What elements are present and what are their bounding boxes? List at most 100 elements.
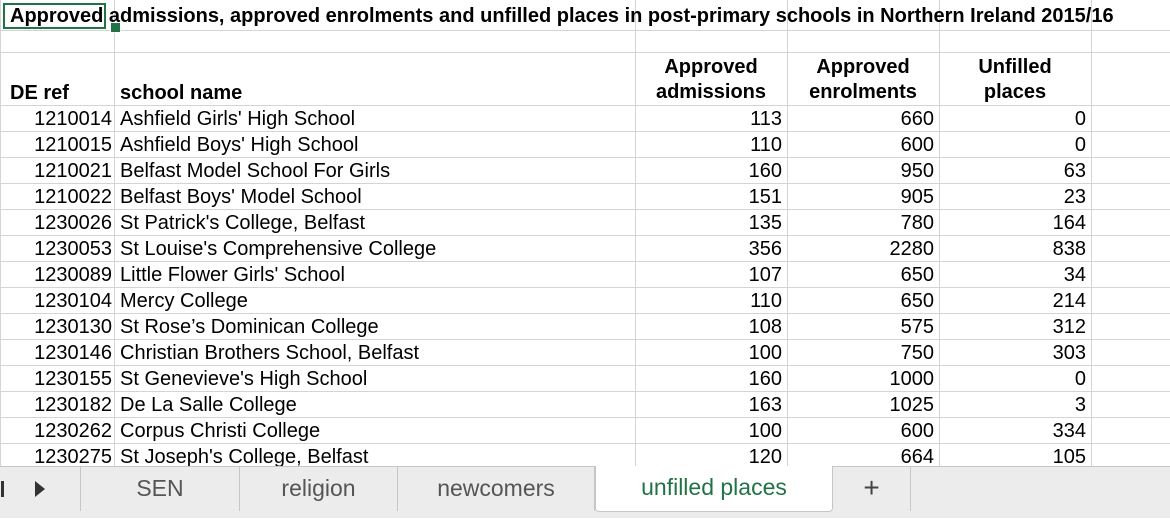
cell-unfilled-places[interactable]: 0	[1074, 368, 1086, 390]
cell-approved-enrolments[interactable]: 2280	[889, 238, 935, 260]
cell-unfilled-places[interactable]: 838	[1052, 238, 1086, 260]
cell-approved-admissions[interactable]: 110	[750, 134, 782, 156]
cell-de-ref[interactable]: 1230146	[34, 342, 112, 364]
header-admissions-line1: Approved	[664, 56, 758, 78]
scroll-left-icon[interactable]	[0, 467, 12, 511]
cell-school-name[interactable]: Christian Brothers School, Belfast	[120, 342, 420, 364]
cell-unfilled-places[interactable]: 214	[1052, 290, 1086, 312]
cell-unfilled-places[interactable]: 63	[1063, 160, 1086, 182]
grid-line	[114, 0, 115, 466]
grid-line	[0, 183, 1170, 184]
cell-school-name[interactable]: Belfast Model School For Girls	[120, 160, 391, 182]
grid-line	[0, 339, 1170, 340]
cell-approved-admissions[interactable]: 163	[748, 394, 782, 416]
cell-school-name[interactable]: Belfast Boys' Model School	[120, 186, 362, 208]
header-unfilled-places[interactable]: Unfilled places	[940, 55, 1090, 105]
cell-approved-enrolments[interactable]: 600	[900, 420, 934, 442]
cell-unfilled-places[interactable]: 164	[1052, 212, 1086, 234]
cell-approved-enrolments[interactable]: 575	[900, 316, 934, 338]
cell-school-name[interactable]: Ashfield Girls' High School	[120, 108, 356, 130]
cell-approved-enrolments[interactable]: 650	[900, 290, 934, 312]
cell-unfilled-places[interactable]: 3	[1074, 394, 1086, 416]
cell-de-ref[interactable]: 1210014	[34, 108, 112, 130]
cell-school-name[interactable]: St Louise's Comprehensive College	[120, 238, 437, 260]
cell-de-ref[interactable]: 1210021	[34, 160, 112, 182]
cell-de-ref[interactable]: 1230104	[34, 290, 112, 312]
cell-de-ref[interactable]: 1230275	[34, 446, 112, 466]
cell-approved-admissions[interactable]: 160	[748, 160, 782, 182]
cell-unfilled-places[interactable]: 334	[1052, 420, 1086, 442]
cell-de-ref[interactable]: 1210022	[34, 186, 112, 208]
cell-school-name[interactable]: St Rose’s Dominican College	[120, 316, 379, 338]
header-approved-admissions[interactable]: Approved admissions	[636, 55, 786, 105]
tab-unfilled-places[interactable]: unfilled places	[595, 466, 833, 512]
cell-school-name[interactable]: St Joseph's College, Belfast	[120, 446, 369, 466]
sheet-title: Approved admissions, approved enrolments…	[10, 5, 1114, 27]
grid-line	[0, 105, 1170, 106]
cell-de-ref[interactable]: 1230262	[34, 420, 112, 442]
cell-approved-admissions[interactable]: 110	[750, 290, 782, 312]
tab-newcomers[interactable]: newcomers	[398, 467, 595, 511]
spreadsheet-grid[interactable]: Approved admissions, approved enrolments…	[0, 0, 1170, 466]
fill-handle[interactable]	[110, 22, 121, 33]
cell-approved-admissions[interactable]: 120	[748, 446, 782, 466]
cell-approved-admissions[interactable]: 113	[750, 108, 782, 130]
cell-de-ref[interactable]: 1230130	[34, 316, 112, 338]
cell-school-name[interactable]: Mercy College	[120, 290, 248, 312]
header-de-ref[interactable]: DE ref	[10, 82, 69, 104]
cell-de-ref[interactable]: 1230053	[34, 238, 112, 260]
cell-de-ref[interactable]: 1230182	[34, 394, 112, 416]
cell-unfilled-places[interactable]: 0	[1074, 108, 1086, 130]
cell-approved-admissions[interactable]: 100	[748, 342, 782, 364]
cell-unfilled-places[interactable]: 0	[1074, 134, 1086, 156]
cell-approved-admissions[interactable]: 135	[748, 212, 782, 234]
cell-approved-enrolments[interactable]: 780	[900, 212, 934, 234]
cell-school-name[interactable]: St Patrick's College, Belfast	[120, 212, 366, 234]
cell-unfilled-places[interactable]: 34	[1063, 264, 1086, 286]
add-sheet-button[interactable]: +	[833, 467, 911, 511]
cell-unfilled-places[interactable]: 312	[1052, 316, 1086, 338]
cell-approved-enrolments[interactable]: 905	[900, 186, 934, 208]
cell-de-ref[interactable]: 1230155	[34, 368, 112, 390]
cell-approved-admissions[interactable]: 356	[748, 238, 782, 260]
cell-approved-enrolments[interactable]: 750	[900, 342, 934, 364]
cell-approved-admissions[interactable]: 151	[748, 186, 782, 208]
grid-line	[635, 0, 636, 466]
cell-unfilled-places[interactable]: 23	[1063, 186, 1086, 208]
cell-school-name[interactable]: De La Salle College	[120, 394, 297, 416]
grid-line	[0, 235, 1170, 236]
scroll-right-icon[interactable]	[30, 467, 56, 511]
cell-unfilled-places[interactable]: 105	[1052, 446, 1086, 466]
cell-de-ref[interactable]: 1230026	[34, 212, 112, 234]
grid-line	[0, 443, 1170, 444]
cell-school-name[interactable]: Corpus Christi College	[120, 420, 321, 442]
grid-line	[0, 30, 1170, 31]
cell-approved-admissions[interactable]: 100	[748, 420, 782, 442]
cell-approved-enrolments[interactable]: 600	[900, 134, 934, 156]
tab-sen[interactable]: SEN	[80, 467, 240, 511]
cell-de-ref[interactable]: 1230089	[34, 264, 112, 286]
tab-religion[interactable]: religion	[240, 467, 398, 511]
header-school-name[interactable]: school name	[120, 82, 243, 104]
cell-approved-enrolments[interactable]: 650	[900, 264, 934, 286]
header-approved-enrolments[interactable]: Approved enrolments	[788, 55, 938, 105]
grid-line	[0, 209, 1170, 210]
cell-de-ref[interactable]: 1210015	[34, 134, 112, 156]
cell-school-name[interactable]: St Genevieve's High School	[120, 368, 368, 390]
cell-approved-enrolments[interactable]: 1000	[889, 368, 935, 390]
cell-approved-admissions[interactable]: 160	[748, 368, 782, 390]
cell-school-name[interactable]: Ashfield Boys' High School	[120, 134, 359, 156]
cell-approved-enrolments[interactable]: 1025	[889, 394, 935, 416]
grid-line	[787, 0, 788, 466]
selected-cell[interactable]	[3, 3, 106, 29]
cell-school-name[interactable]: Little Flower Girls' School	[120, 264, 345, 286]
grid-line	[0, 391, 1170, 392]
cell-approved-enrolments[interactable]: 664	[900, 446, 934, 466]
cell-approved-admissions[interactable]: 108	[748, 316, 782, 338]
cell-approved-enrolments[interactable]: 660	[900, 108, 934, 130]
cell-unfilled-places[interactable]: 303	[1052, 342, 1086, 364]
grid-line	[0, 0, 1, 466]
cell-approved-admissions[interactable]: 107	[748, 264, 782, 286]
cell-approved-enrolments[interactable]: 950	[900, 160, 934, 182]
grid-line	[939, 0, 940, 466]
